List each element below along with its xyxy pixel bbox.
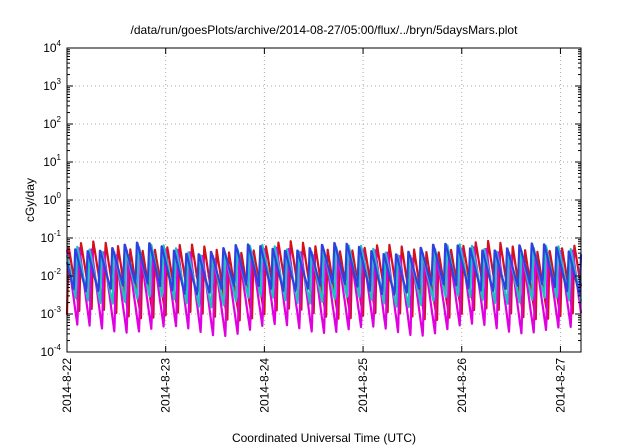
x-tick-label: 2014-8-25 bbox=[356, 358, 370, 413]
y-tick-base: 10 bbox=[43, 155, 57, 169]
y-tick-exponent: 2 bbox=[57, 115, 62, 124]
x-tick-label: 2014-8-26 bbox=[455, 358, 469, 413]
chart-title: /data/run/goesPlots/archive/2014-08-27/0… bbox=[131, 23, 519, 37]
y-tick-label: 101 bbox=[43, 153, 61, 169]
y-tick-label: 10-4 bbox=[41, 343, 62, 359]
y-tick-exponent: 3 bbox=[57, 77, 62, 86]
y-tick-base: 10 bbox=[43, 41, 57, 55]
y-tick-label: 104 bbox=[43, 39, 61, 55]
y-tick-base: 10 bbox=[41, 231, 55, 245]
x-tick-label: 2014-8-27 bbox=[553, 358, 567, 413]
y-tick-label: 10-2 bbox=[41, 267, 62, 283]
y-tick-exponent: 4 bbox=[57, 39, 62, 48]
y-axis-label: cGy/day bbox=[23, 178, 37, 222]
y-tick-base: 10 bbox=[41, 269, 55, 283]
x-tick-label: 2014-8-22 bbox=[60, 358, 74, 413]
series-line-4 bbox=[65, 241, 583, 296]
y-tick-exponent: -3 bbox=[54, 305, 62, 314]
y-tick-exponent: -4 bbox=[54, 343, 62, 352]
y-tick-base: 10 bbox=[43, 193, 57, 207]
y-tick-exponent: -1 bbox=[54, 229, 62, 238]
series-group bbox=[65, 239, 583, 338]
y-tick-exponent: -2 bbox=[54, 267, 62, 276]
y-tick-base: 10 bbox=[41, 345, 55, 359]
y-tick-exponent: 0 bbox=[57, 191, 62, 200]
y-tick-exponent: 1 bbox=[57, 153, 62, 162]
x-tick-label: 2014-8-24 bbox=[257, 358, 271, 413]
x-axis: 2014-8-22 2014-8-23 2014-8-24 2014-8-25 2014… bbox=[60, 48, 567, 413]
y-tick-base: 10 bbox=[41, 307, 55, 321]
y-tick-label: 100 bbox=[43, 191, 61, 207]
y-tick-label: 102 bbox=[43, 115, 61, 131]
series-line-2 bbox=[65, 246, 583, 338]
y-tick-base: 10 bbox=[43, 79, 57, 93]
y-tick-label: 10-3 bbox=[41, 305, 62, 321]
x-tick-label: 2014-8-23 bbox=[159, 358, 173, 413]
x-axis-label: Coordinated Universal Time (UTC) bbox=[232, 431, 416, 445]
y-tick-label: 103 bbox=[43, 77, 61, 93]
y-tick-base: 10 bbox=[43, 117, 57, 131]
y-tick-label: 10-1 bbox=[41, 229, 62, 245]
